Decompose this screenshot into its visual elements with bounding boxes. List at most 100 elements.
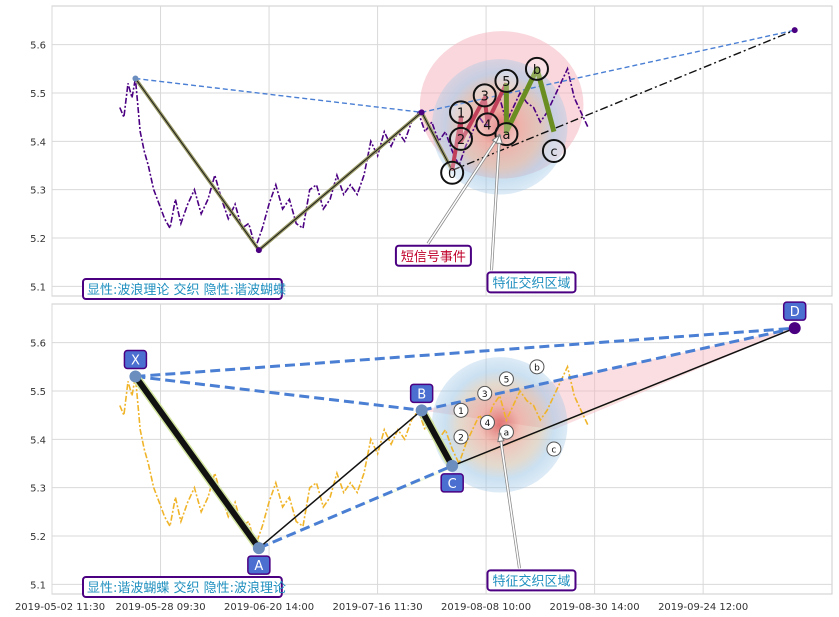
top-wave-label: a — [502, 128, 510, 143]
bottom-feature-ellipse — [431, 357, 568, 493]
top-wave-marker — [472, 83, 497, 108]
bottom-wave-label: 4 — [485, 419, 491, 429]
bottom-wave-marker — [546, 441, 562, 457]
bottom-price-line — [119, 364, 589, 549]
bottom-harmonic-leg — [451, 327, 795, 467]
top-wave-label: 0 — [448, 167, 456, 182]
bottom-ytick-label: 5.4 — [30, 435, 46, 446]
bottom-panel: 5.1 5.2 5.3 5.4 5.5 5.6 X A B C D 1 2 3 4 5 a b c 特征交织区域 显性:… — [30, 301, 833, 598]
top-wave-label: 3 — [481, 89, 489, 104]
bottom-ytick-label: 5.2 — [30, 532, 46, 543]
bottom-point-label: A — [254, 559, 263, 574]
bottom-harmonic-point — [129, 370, 142, 383]
bottom-wave-marker — [453, 402, 469, 418]
bottom-ytick-label: 5.1 — [30, 580, 46, 591]
top-annotation-arrow — [490, 134, 501, 271]
bottom-point-label: X — [131, 354, 140, 369]
top-wave-marker — [475, 112, 500, 137]
top-annotation-box — [394, 244, 472, 267]
top-pivot-marker — [132, 75, 139, 82]
bottom-annotation-arrowhead — [497, 431, 505, 443]
top-ytick-label: 5.6 — [30, 41, 46, 52]
top-wave-label: 1 — [457, 106, 465, 121]
bottom-harmonic-point — [415, 404, 428, 417]
top-wave-label: 5 — [502, 75, 510, 90]
top-pivot-marker — [255, 247, 262, 254]
top-ytick-label: 5.2 — [30, 234, 46, 245]
xtick-label: 2019-07-16 11:30 — [333, 602, 423, 613]
bottom-wave-label: 3 — [482, 390, 488, 400]
top-wave-label: 4 — [483, 118, 491, 133]
bottom-caption-box — [82, 576, 283, 598]
bottom-annotation-arrow — [498, 432, 521, 569]
bottom-harmonic-dashed-line — [135, 375, 422, 412]
bottom-harmonic-leg — [258, 409, 423, 549]
bottom-harmonic-leg — [132, 374, 262, 550]
top-feature-ellipse — [431, 59, 568, 195]
top-ytick-label: 5.4 — [30, 137, 46, 148]
bottom-wave-label: c — [551, 446, 556, 456]
top-pivot-marker — [418, 109, 425, 116]
bottom-wave-label: b — [534, 363, 540, 373]
bottom-wave-label: 5 — [504, 375, 510, 385]
bottom-wave-marker — [479, 414, 495, 430]
bottom-point-badge — [409, 383, 434, 404]
top-pivot-marker — [791, 27, 798, 34]
bottom-harmonic-leg — [419, 408, 455, 468]
bottom-harmonic-dashed-line — [258, 464, 453, 550]
bottom-point-label: D — [790, 305, 800, 320]
bottom-wave-marker — [477, 385, 493, 401]
bottom-harmonic-point — [252, 542, 265, 555]
top-ytick-label: 5.1 — [30, 282, 46, 293]
top-harmonic-line — [134, 78, 453, 251]
bottom-point-badge — [782, 301, 807, 321]
top-caption-text: 显性:波浪理论 交织 隐性:谐波蝴蝶 — [87, 282, 286, 298]
xtick-label: 2019-09-24 12:00 — [658, 602, 748, 613]
bottom-annotation-text: 特征交织区域 — [492, 573, 570, 589]
top-impulse-wave-path — [450, 82, 509, 171]
bottom-wave-marker — [453, 429, 469, 445]
top-correction-wave-path — [503, 66, 557, 135]
top-wave-marker — [448, 100, 473, 125]
bottom-harmonic-point — [788, 322, 801, 335]
top-wave-marker — [448, 126, 473, 151]
top-caption-box — [82, 278, 283, 300]
bottom-harmonic-point — [446, 459, 459, 472]
top-annotation-box — [486, 271, 577, 294]
top-wave-marker — [440, 160, 465, 185]
bottom-point-label: B — [417, 387, 426, 402]
bottom-wave-marker — [529, 359, 545, 375]
bottom-wave-label: a — [504, 429, 510, 439]
xtick-label: 2019-05-28 09:30 — [115, 602, 205, 613]
bottom-wave-label: 1 — [458, 407, 464, 417]
top-annotation-text: 特征交织区域 — [492, 275, 570, 291]
top-wave-label: 2 — [457, 133, 465, 148]
bottom-point-badge — [440, 473, 464, 493]
top-wave-label: b — [533, 63, 541, 78]
top-wave-marker — [494, 68, 519, 93]
top-ytick-label: 5.5 — [30, 89, 46, 100]
bottom-ytick-label: 5.5 — [30, 387, 46, 398]
top-dashdot-line — [451, 29, 795, 171]
bottom-caption-text: 显性:谐波蝴蝶 交织 隐性:波浪理论 — [87, 580, 286, 596]
bottom-ytick-label: 5.3 — [30, 484, 46, 495]
bottom-wave-marker — [498, 371, 514, 387]
bottom-wave-label: 2 — [458, 433, 464, 443]
top-ytick-label: 5.3 — [30, 186, 46, 197]
top-annotation-arrowhead — [495, 133, 503, 145]
bottom-ytick-label: 5.6 — [30, 339, 46, 350]
bottom-harmonic-dashed-line — [135, 326, 795, 378]
top-annotation-arrow — [427, 134, 501, 245]
xtick-label: 2019-08-30 14:00 — [550, 602, 640, 613]
top-wave-marker — [524, 56, 549, 81]
bottom-point-badge — [123, 349, 148, 370]
top-annotation-text: 短信号事件 — [401, 250, 466, 265]
xtick-label: 2019-05-02 11:30 — [15, 602, 105, 613]
top-wave-marker — [541, 139, 566, 163]
xtick-label: 2019-06-20 14:00 — [224, 602, 314, 613]
bottom-point-badge — [247, 555, 271, 575]
xtick-label: 2019-08-08 10:00 — [441, 602, 531, 613]
top-wave-label: c — [550, 145, 557, 160]
